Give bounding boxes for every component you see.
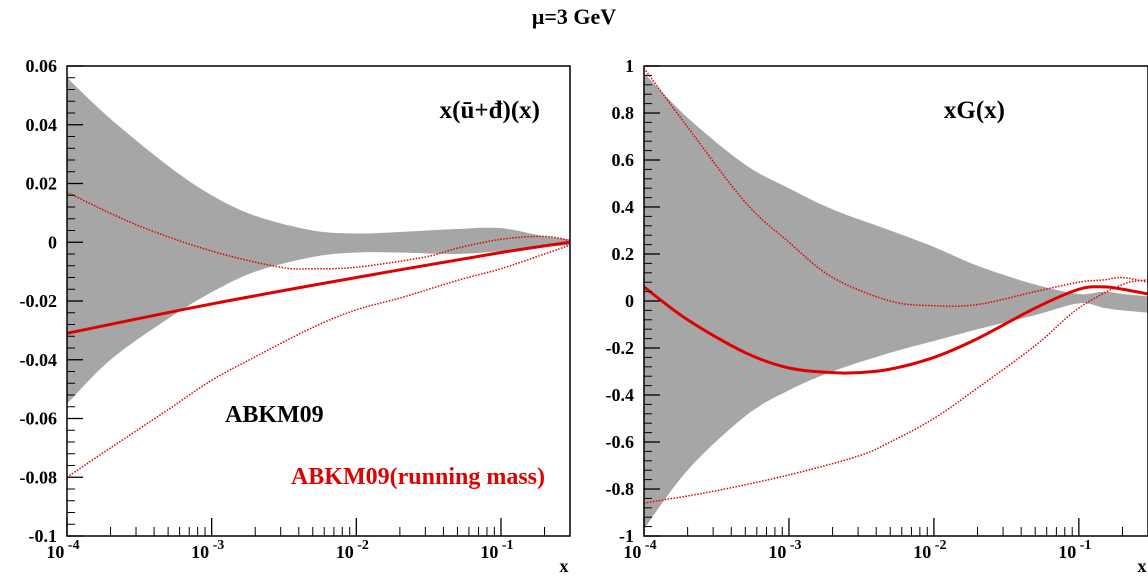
y-tick-label: -0.04 <box>20 350 58 370</box>
x-tick-label: 10 -3 <box>768 538 801 562</box>
x-tick-base: 10 <box>1058 542 1076 562</box>
legend-entry: ABKM09(running mass) <box>291 464 545 490</box>
x-tick-exponent: -1 <box>1076 538 1091 553</box>
y-tick-label: 0.04 <box>26 115 58 135</box>
y-tick-label: 0.02 <box>26 174 58 194</box>
x-tick-base: 10 <box>913 542 931 562</box>
x-axis-label: x <box>560 556 569 576</box>
dotted-bound-curve-2 <box>67 244 570 478</box>
uncertainty-band <box>644 73 1148 529</box>
y-tick-label: 1 <box>625 56 634 76</box>
x-tick-label: 10 -2 <box>336 538 369 562</box>
y-tick-label: -0.4 <box>606 385 635 405</box>
y-tick-label: -0.02 <box>20 291 58 311</box>
x-tick-label: 10 -4 <box>623 538 656 562</box>
x-tick-exponent: -4 <box>64 538 79 553</box>
x-tick-exponent: -4 <box>641 538 656 553</box>
x-tick-base: 10 <box>623 542 641 562</box>
y-tick-label: -0.06 <box>20 409 58 429</box>
y-tick-label: 0.6 <box>612 150 635 170</box>
panel-label: x(ū+đ)(x) <box>440 97 540 124</box>
x-tick-base: 10 <box>480 542 498 562</box>
y-tick-label: -1 <box>619 526 634 546</box>
x-tick-label: 10 -1 <box>1058 538 1091 562</box>
x-tick-base: 10 <box>768 542 786 562</box>
x-tick-base: 10 <box>336 542 354 562</box>
panel-label: xG(x) <box>944 97 1005 124</box>
x-tick-label: 10 -4 <box>46 538 79 562</box>
y-tick-label: -0.2 <box>606 338 635 358</box>
y-tick-label: -0.08 <box>20 467 58 487</box>
x-tick-label: 10 -3 <box>191 538 224 562</box>
x-tick-exponent: -2 <box>354 538 369 553</box>
y-tick-label: 0.4 <box>612 197 635 217</box>
x-tick-label: 10 -1 <box>480 538 513 562</box>
x-tick-exponent: -3 <box>209 538 224 553</box>
y-tick-label: -0.1 <box>29 526 58 546</box>
x-tick-label: 10 -2 <box>913 538 946 562</box>
x-axis-label: x <box>1138 556 1147 576</box>
y-tick-label: 0.06 <box>26 56 58 76</box>
central-curve <box>67 240 570 335</box>
panel-1: -0.1 -0.08 -0.06 -0.04 -0.02 0 0.02 0.04 0.06 10 … <box>20 56 571 576</box>
y-tick-label: -0.6 <box>606 432 635 452</box>
y-tick-label: 0 <box>48 232 57 252</box>
x-tick-exponent: -2 <box>931 538 946 553</box>
figure-title: μ=3 GeV <box>531 4 617 29</box>
dotted-bound-curve-1 <box>67 191 570 270</box>
x-tick-exponent: -1 <box>498 538 513 553</box>
dotted-bound-curve-2 <box>644 279 1148 504</box>
central-curve <box>644 285 1148 375</box>
plot-area <box>644 67 1148 529</box>
y-tick-label: 0.8 <box>612 103 635 123</box>
y-tick-label: -0.8 <box>606 479 635 499</box>
plot-area <box>67 77 570 478</box>
x-tick-exponent: -3 <box>786 538 801 553</box>
legend-entry: ABKM09 <box>225 402 324 428</box>
dotted-bound-curve-1 <box>644 67 1148 307</box>
y-tick-label: 0.2 <box>612 244 635 264</box>
uncertainty-band <box>67 77 570 404</box>
x-tick-base: 10 <box>46 542 64 562</box>
y-tick-label: 0 <box>625 291 634 311</box>
x-tick-base: 10 <box>191 542 209 562</box>
